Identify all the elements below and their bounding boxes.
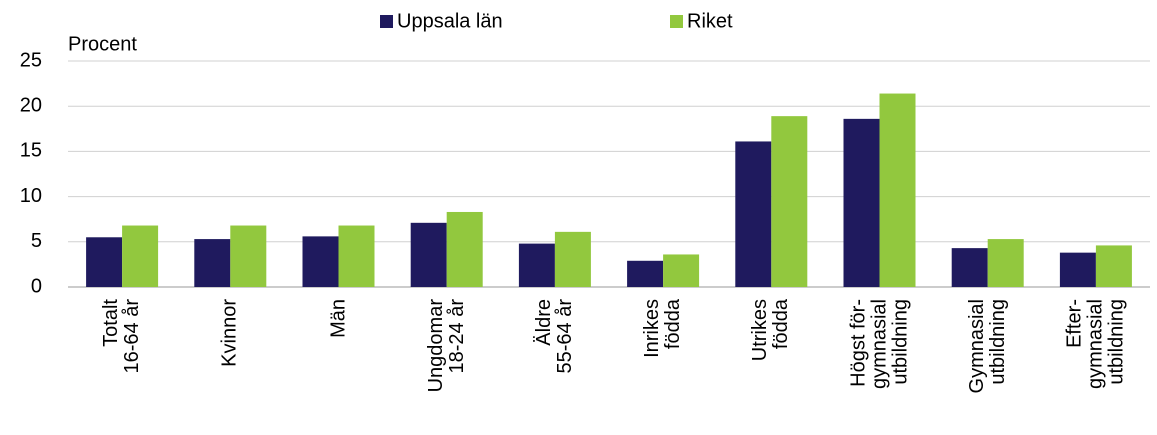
bar bbox=[410, 222, 447, 287]
bar bbox=[771, 116, 808, 287]
bar bbox=[879, 93, 916, 287]
x-tick-label: Män bbox=[327, 299, 349, 338]
bar bbox=[86, 237, 123, 287]
bar bbox=[951, 248, 988, 287]
x-tick-label: Gymnasial utbildning bbox=[965, 299, 1009, 394]
legend-swatch bbox=[670, 15, 683, 28]
bar bbox=[122, 225, 159, 287]
bar bbox=[302, 236, 339, 287]
bar bbox=[627, 260, 664, 287]
bar bbox=[1059, 252, 1096, 287]
bar bbox=[663, 254, 700, 287]
x-tick-label: Högst för- gymnasial utbildning bbox=[847, 299, 911, 390]
y-tick-label: 25 bbox=[20, 49, 42, 71]
bar bbox=[338, 225, 375, 287]
bar bbox=[446, 211, 483, 287]
y-tick-label: 20 bbox=[20, 94, 42, 116]
bar bbox=[518, 243, 555, 287]
x-tick-label: Inrikes födda bbox=[641, 299, 685, 358]
y-tick-label: 10 bbox=[20, 185, 42, 207]
bar bbox=[1095, 245, 1132, 287]
bar bbox=[843, 118, 880, 287]
x-tick-label: Äldre 55-64 år bbox=[532, 299, 576, 374]
legend-swatch bbox=[380, 15, 393, 28]
x-tick-label: Ungdomar 18-24 år bbox=[424, 299, 468, 393]
y-tick-label: 0 bbox=[31, 275, 42, 297]
bar bbox=[554, 231, 591, 287]
x-tick-label: Efter- gymnasial utbildning bbox=[1063, 299, 1128, 390]
bar bbox=[194, 239, 231, 287]
x-tick-label: Utrikes födda bbox=[749, 299, 793, 362]
x-tick-label: Totalt 16-64 år bbox=[100, 299, 144, 374]
y-tick-label: 15 bbox=[20, 140, 42, 162]
legend-label: Uppsala län bbox=[397, 10, 503, 32]
legend-label: Riket bbox=[687, 10, 733, 32]
bar bbox=[230, 225, 267, 287]
x-tick-label: Kvinnor bbox=[218, 299, 241, 367]
bar bbox=[735, 141, 772, 287]
y-tick-label: 5 bbox=[31, 230, 42, 252]
y-axis-label: Procent bbox=[68, 33, 137, 55]
bar bbox=[987, 239, 1024, 287]
